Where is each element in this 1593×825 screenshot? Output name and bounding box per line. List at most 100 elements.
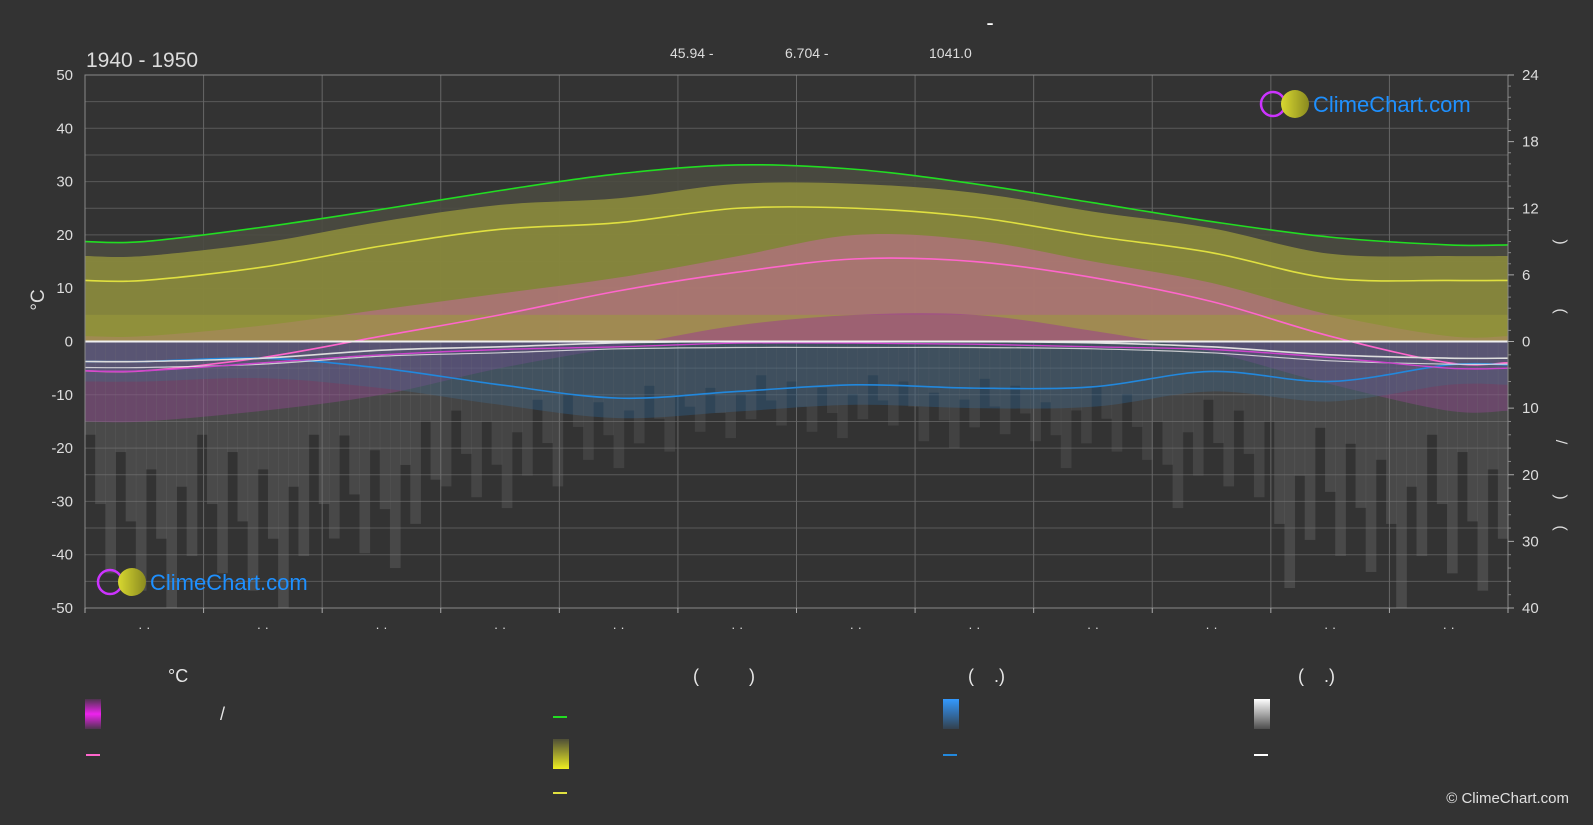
right-tick-label: 12 <box>1522 200 1539 217</box>
precip-bar <box>288 341 299 487</box>
precip-bar <box>613 341 625 469</box>
right-axis-label-1: ) <box>1552 239 1569 244</box>
temp-min-area <box>85 313 1508 423</box>
precip-bar <box>1436 341 1448 505</box>
precip-bar <box>1020 341 1031 414</box>
precip-bar <box>796 341 808 407</box>
left-tick-label: -40 <box>51 547 73 564</box>
precip-bar <box>1325 341 1336 492</box>
precip-bar <box>1111 341 1123 452</box>
precip-bar <box>715 341 726 413</box>
precip-bar <box>267 341 279 539</box>
precip-bar <box>542 341 554 444</box>
precip-bar <box>440 341 452 487</box>
rain-area <box>85 341 1508 419</box>
month-label: · · <box>1205 620 1217 635</box>
right-tick-label: 10 <box>1522 400 1539 417</box>
precip-bar <box>918 341 930 442</box>
precip-bar <box>481 341 493 422</box>
precip-bar <box>1457 341 1468 453</box>
snow-depth-line <box>84 346 1509 369</box>
precip-bar <box>1223 341 1235 487</box>
daylight-line <box>84 164 1509 247</box>
month-label: · · <box>494 620 506 635</box>
legend-temp-range-text: / <box>220 704 226 724</box>
copyright: © ClimeChart.com <box>1446 790 1569 807</box>
precip-bar <box>1497 341 1509 539</box>
precip-bar <box>339 341 350 436</box>
precip-bar <box>633 341 645 444</box>
left-tick-label: -10 <box>51 387 73 404</box>
precip-bar <box>1375 341 1387 460</box>
precip-bar <box>928 341 940 393</box>
precip-bar <box>420 341 432 421</box>
series-lines <box>84 164 1509 400</box>
month-label: · · <box>1087 620 1099 635</box>
precip-bar <box>867 341 879 376</box>
legend-header-sun: ( ) <box>693 666 755 686</box>
precip-bar <box>1121 341 1133 395</box>
precip-bar <box>1365 341 1377 572</box>
precip-bar <box>125 341 137 522</box>
precip-bar <box>196 341 208 435</box>
precip-bar <box>186 341 198 557</box>
precip-bar <box>1203 341 1214 400</box>
month-label: · · <box>257 620 269 635</box>
precip-bar <box>318 341 330 505</box>
precip-bar <box>644 341 655 386</box>
right-tick-label: 6 <box>1522 267 1530 284</box>
precip-bar <box>85 341 96 435</box>
precip-bar <box>1386 341 1397 524</box>
left-tick-label: -50 <box>51 600 73 617</box>
right-tick-label: 20 <box>1522 467 1539 484</box>
precip-bar <box>389 341 401 569</box>
period-label: 1940 - 1950 <box>86 49 198 72</box>
min-temp-line <box>84 342 1509 373</box>
left-tick-label: -20 <box>51 440 73 457</box>
left-tick-label: 10 <box>56 280 73 297</box>
precip-bar <box>583 341 594 460</box>
precip-bar <box>1264 341 1275 422</box>
left-tick-label: 0 <box>65 334 73 351</box>
precip-bar <box>359 341 371 554</box>
logo-top-text: ClimeChart.com <box>1313 92 1471 117</box>
right-tick-label: 40 <box>1522 600 1539 617</box>
precip-bar <box>349 341 360 495</box>
precip-bar <box>1030 341 1041 442</box>
precip-bar <box>1447 341 1458 574</box>
precip-bar <box>684 341 696 407</box>
precip-bar <box>857 341 869 420</box>
precip-bar <box>328 341 340 539</box>
precip-bar <box>1162 341 1174 465</box>
right-tick-label: 0 <box>1522 334 1530 351</box>
logo-bottom[interactable]: ClimeChart.com <box>96 568 308 596</box>
precip-bar <box>1314 341 1326 428</box>
precip-bar <box>176 341 188 487</box>
mean-temp-line <box>84 257 1509 373</box>
precip-bar <box>735 341 747 395</box>
precip-bar <box>1304 341 1316 540</box>
precip-bar <box>400 341 411 465</box>
precip-bar <box>1396 341 1407 608</box>
precip-bar <box>471 341 482 498</box>
logo-top[interactable]: ClimeChart.com <box>1259 90 1471 118</box>
precip-bar <box>837 341 848 439</box>
precip-bar <box>278 341 289 608</box>
legend-header-snow: ( .) <box>1298 666 1335 686</box>
precip-bar <box>877 341 889 401</box>
precip-bar <box>522 341 533 476</box>
precip-bar <box>1172 341 1184 509</box>
precip-bar <box>1294 341 1306 476</box>
precip-bar <box>379 341 391 510</box>
precip-bar <box>705 341 716 388</box>
right-axis-label-4: ) <box>1552 494 1569 499</box>
precip-bar <box>501 341 513 509</box>
precip-bar <box>1101 341 1113 419</box>
precip-bar <box>135 341 147 591</box>
precip-bar <box>1070 341 1082 411</box>
data-bands <box>85 164 1509 608</box>
precip-bar <box>1182 341 1194 433</box>
month-label: · · <box>138 620 150 635</box>
legend-snow-line <box>1254 754 1268 756</box>
precip-bar <box>156 341 167 539</box>
